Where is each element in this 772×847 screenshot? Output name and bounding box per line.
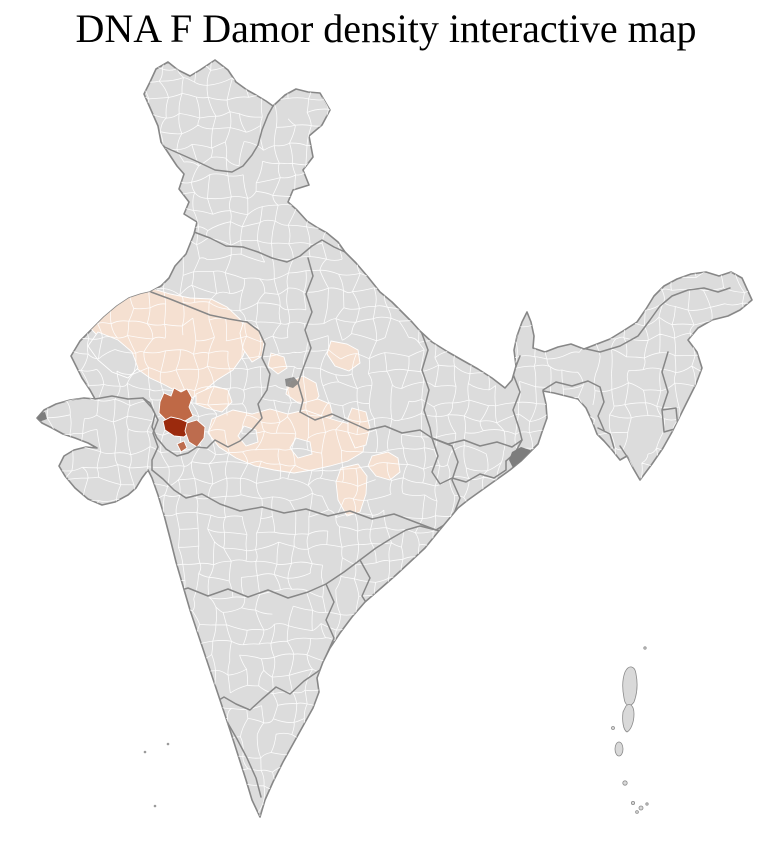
state-border-line — [213, 669, 321, 711]
island-dot[interactable] — [611, 726, 615, 730]
low-density-districts[interactable] — [85, 287, 401, 517]
dark-terrain-patch — [285, 377, 299, 388]
state-border-line — [159, 105, 274, 173]
state-border-line — [150, 291, 248, 323]
island-speck[interactable] — [143, 750, 147, 754]
state-border-line — [94, 395, 159, 471]
island-middle-andaman[interactable] — [622, 704, 635, 733]
island-dot[interactable] — [643, 646, 647, 650]
state-border-line — [193, 231, 346, 263]
state-border-line — [597, 427, 615, 449]
sundarbans-delta-patch — [509, 447, 541, 483]
state-border-line — [542, 380, 605, 431]
district-no-data-hole[interactable] — [237, 425, 259, 447]
andaman-nicobar-islands[interactable] — [611, 646, 649, 814]
district-medium-density[interactable] — [176, 440, 188, 453]
island-nicobar-dot[interactable] — [645, 802, 649, 806]
district-medium-density[interactable] — [184, 419, 206, 448]
state-border-line — [299, 411, 433, 439]
island-speck[interactable] — [153, 804, 157, 808]
page-title: DNA F Damor density interactive map — [75, 6, 697, 51]
island-south-andaman[interactable] — [614, 741, 624, 757]
district-medium-density[interactable] — [158, 387, 194, 422]
state-border-line — [431, 437, 507, 485]
state-border-line — [581, 287, 731, 353]
district-no-data-hole[interactable] — [87, 331, 139, 379]
state-border-line — [431, 437, 523, 462]
island-nicobar-dot[interactable] — [631, 801, 636, 806]
state-border-line — [151, 469, 460, 535]
state-border-line — [661, 351, 679, 433]
district-low-density[interactable] — [267, 352, 288, 375]
high-density-cluster[interactable] — [158, 387, 206, 453]
island-nicobar-dot[interactable] — [638, 805, 644, 811]
island-north-andaman[interactable] — [622, 666, 638, 706]
state-border-line — [142, 321, 271, 457]
district-low-density[interactable] — [367, 451, 401, 481]
district-low-density[interactable] — [326, 340, 361, 372]
island-little-andaman[interactable] — [622, 780, 628, 786]
state-border-line — [297, 257, 314, 413]
island-nicobar-dot[interactable] — [635, 810, 639, 814]
district-no-data-hole[interactable] — [289, 437, 313, 459]
map-region-india-mainland[interactable] — [36, 59, 753, 818]
state-border-line — [167, 525, 437, 599]
lakshadweep-islands[interactable] — [143, 742, 170, 808]
island-speck[interactable] — [166, 742, 170, 746]
state-border-line — [420, 330, 433, 439]
